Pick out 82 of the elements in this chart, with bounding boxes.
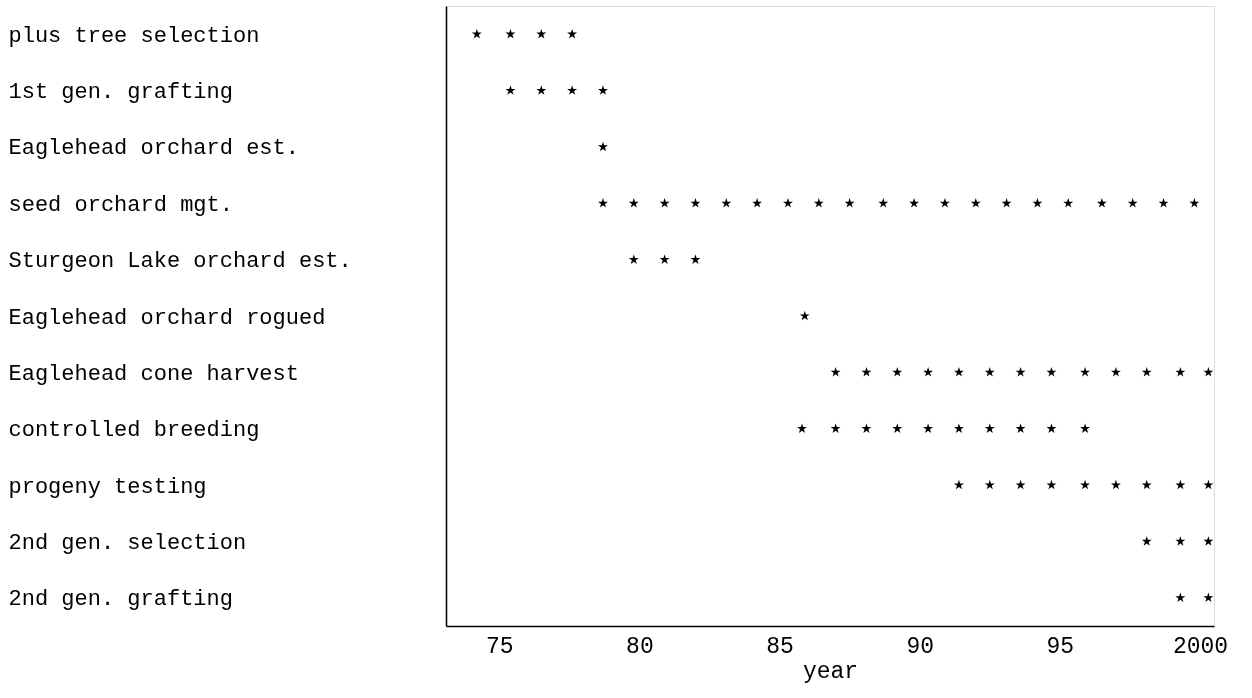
point xyxy=(939,198,950,208)
point xyxy=(1203,536,1214,546)
point xyxy=(799,310,810,321)
x-tick-label: 80 xyxy=(626,633,654,660)
x-tick-label: 85 xyxy=(766,633,794,660)
point xyxy=(1046,423,1057,433)
point xyxy=(813,198,824,208)
point xyxy=(923,367,934,377)
point xyxy=(1080,423,1091,433)
point xyxy=(1046,367,1057,377)
point xyxy=(1096,198,1107,208)
point xyxy=(923,423,934,433)
x-tick-label: 2000 xyxy=(1172,633,1229,660)
point xyxy=(1015,367,1026,377)
point xyxy=(1046,479,1057,490)
point xyxy=(505,85,516,95)
point xyxy=(1110,479,1121,490)
y-tick-label: 1st gen. grafting xyxy=(8,80,233,106)
point xyxy=(892,423,903,433)
y-tick-label: Eaglehead orchard est. xyxy=(8,136,299,162)
point xyxy=(830,423,841,433)
point xyxy=(861,367,872,377)
point xyxy=(1175,479,1186,490)
point xyxy=(628,254,639,264)
point xyxy=(752,198,763,208)
y-tick-label: controlled breeding xyxy=(8,418,260,444)
point xyxy=(1015,479,1026,490)
point xyxy=(659,254,670,264)
point xyxy=(1141,479,1152,490)
point xyxy=(970,198,981,208)
point xyxy=(953,423,964,433)
point xyxy=(1175,536,1186,546)
point xyxy=(1189,198,1200,208)
y-tick-label: 2nd gen. selection xyxy=(8,530,247,556)
point xyxy=(861,423,872,433)
point xyxy=(1080,367,1091,377)
point xyxy=(1080,479,1091,490)
point xyxy=(690,254,701,264)
x-tick-label: 95 xyxy=(1046,633,1075,660)
y-tick-label: Eaglehead cone harvest xyxy=(8,361,299,387)
y-tick-label: Sturgeon Lake orchard est. xyxy=(8,249,352,275)
point xyxy=(505,28,516,39)
point xyxy=(1141,536,1152,546)
point xyxy=(984,479,995,490)
point xyxy=(597,85,608,95)
point xyxy=(909,198,920,208)
point xyxy=(892,367,903,377)
point xyxy=(878,198,889,208)
point xyxy=(1203,592,1214,603)
x-tick-label: 90 xyxy=(906,633,934,660)
x-axis-title: year xyxy=(802,658,859,685)
point xyxy=(796,423,807,433)
point xyxy=(1032,198,1043,208)
point xyxy=(1063,198,1074,208)
y-tick-label: progeny testing xyxy=(8,474,207,500)
y-tick-label: Eaglehead orchard rogued xyxy=(8,305,326,331)
point xyxy=(1015,423,1026,433)
point xyxy=(1110,367,1121,377)
point xyxy=(628,198,639,208)
point xyxy=(953,479,964,490)
point xyxy=(984,423,995,433)
point xyxy=(984,367,995,377)
x-tick-label: 75 xyxy=(485,633,514,660)
y-tick-label: plus tree selection xyxy=(8,23,260,49)
point xyxy=(721,198,732,208)
point xyxy=(953,367,964,377)
point xyxy=(1203,479,1214,490)
point xyxy=(597,141,608,152)
point xyxy=(536,85,547,95)
point xyxy=(1203,367,1214,377)
point xyxy=(690,198,701,208)
point xyxy=(844,198,855,208)
point xyxy=(1001,198,1012,208)
point xyxy=(830,367,841,377)
point xyxy=(1127,198,1138,208)
point xyxy=(659,198,670,208)
point xyxy=(567,85,578,95)
point xyxy=(1141,367,1152,377)
point xyxy=(1175,592,1186,603)
y-tick-label: 2nd gen. grafting xyxy=(8,587,233,613)
point xyxy=(1158,198,1169,208)
y-tick-label: seed orchard mgt. xyxy=(8,192,233,218)
